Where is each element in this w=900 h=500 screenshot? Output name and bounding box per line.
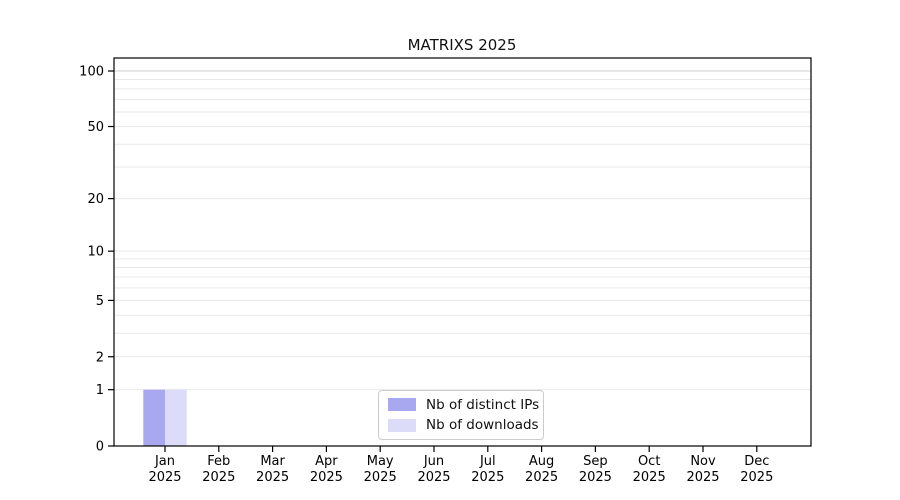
x-tick-label: Nov 2025 [686,454,719,485]
x-tick-label: Aug 2025 [525,454,558,485]
tick-labels-layer: 0 1 2 5 10 20 50 100 Jan 2025 Feb 2025 Mar 2025 Apr 202… [79,65,773,485]
y-tick-label: 20 [87,192,104,207]
x-tick-label: Oct 2025 [633,454,666,485]
legend-label-downloads: Nb of downloads [426,417,539,434]
legend-item-downloads: Nb of downloads [388,417,539,435]
bars-layer [143,389,187,446]
x-tick-label: Feb 2025 [202,454,235,485]
x-tick-label: Jun 2025 [417,454,450,485]
y-tick-label: 50 [87,120,104,135]
bar-downloads [165,389,187,446]
x-tick-label: Sep 2025 [579,454,612,485]
y-tick-label: 1 [96,383,104,398]
x-tick-label: Apr 2025 [310,454,343,485]
x-tick-label: Mar 2025 [256,454,289,485]
legend-label-distinct-ips: Nb of distinct IPs [426,396,540,413]
legend-swatch-distinct-ips [388,398,416,412]
axes-layer [108,57,812,452]
y-tick-label: 2 [96,350,104,365]
x-tick-label: May 2025 [364,454,397,485]
legend-item-distinct-ips: Nb of distinct IPs [388,396,539,414]
axis-spines [113,57,812,447]
y-tick-label: 5 [96,294,104,309]
chart-title: MATRIXS 2025 [408,36,517,54]
y-tick-label: 100 [79,65,104,80]
y-tick-label: 0 [96,440,104,455]
x-tick-label: Dec 2025 [740,454,773,485]
grid-layer [114,70,811,391]
legend: Nb of distinct IPs Nb of downloads [378,390,544,440]
bar-distinct-ips [143,389,165,446]
x-tick-label: Jan 2025 [148,454,181,485]
x-tick-label: Jul 2025 [471,454,504,485]
y-tick-label: 10 [87,245,104,260]
legend-swatch-downloads [388,418,416,432]
